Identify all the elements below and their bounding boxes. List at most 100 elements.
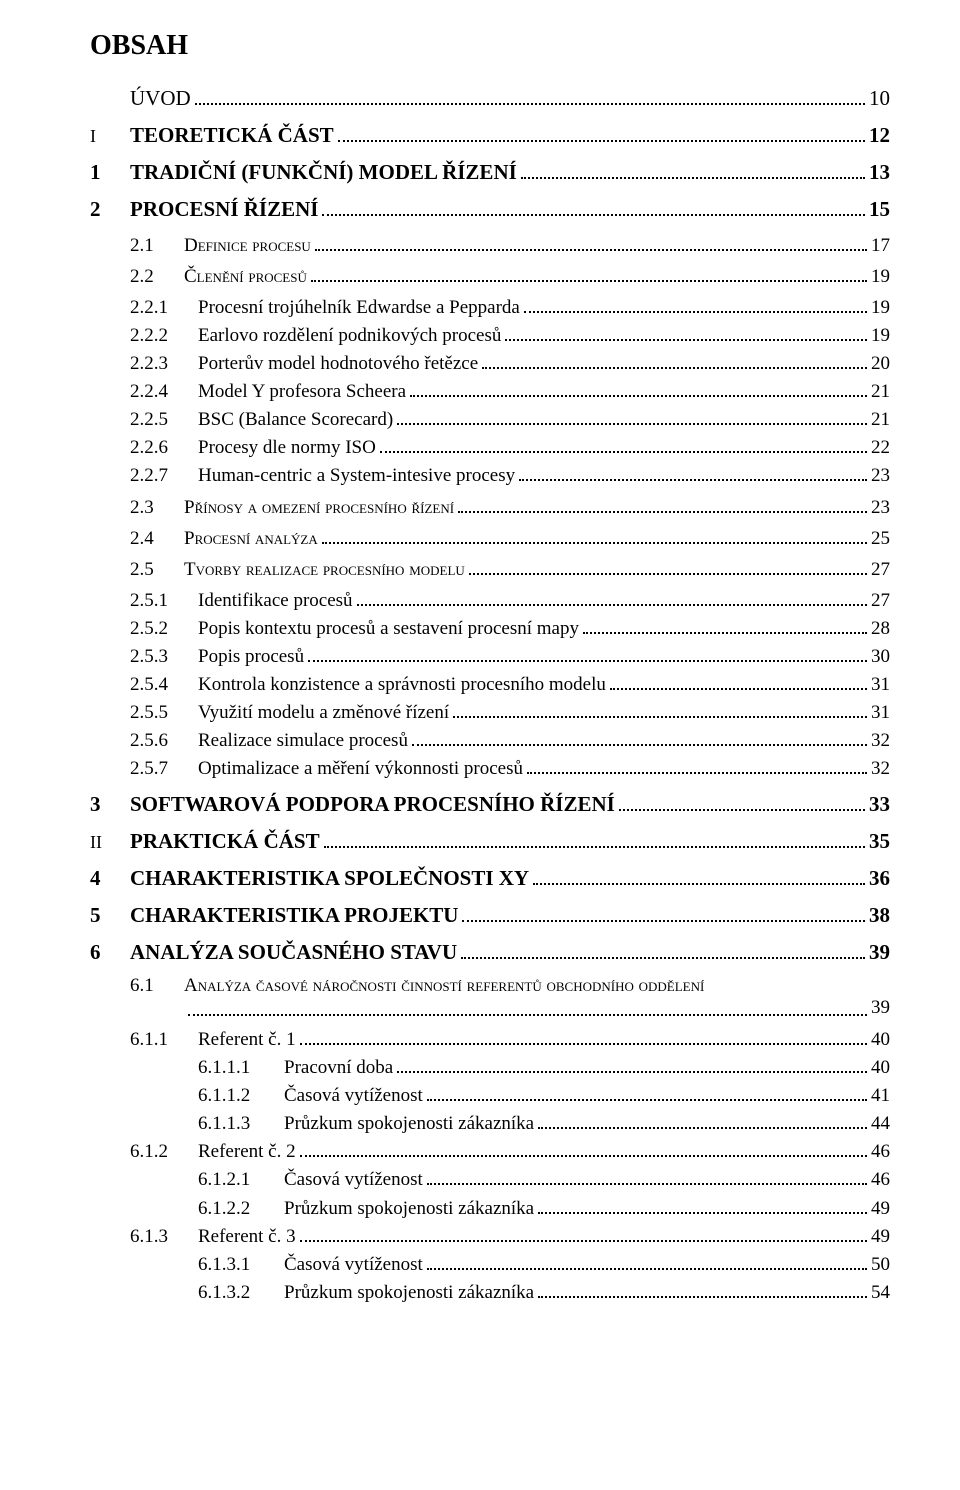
toc-leader-dots — [322, 195, 865, 216]
toc-entry-number: 2.4 — [130, 528, 184, 550]
toc-entry-number: 6.1.2 — [130, 1141, 198, 1163]
toc-entry-label: Referent č. 1 — [198, 1029, 296, 1051]
toc-entry-label: Referent č. 3 — [198, 1226, 296, 1248]
toc-entry-label: Tvorby realizace procesního modelu — [184, 559, 465, 581]
toc-entry-number: 2 — [90, 197, 130, 222]
toc-entry-number: 6.1.1 — [130, 1029, 198, 1051]
toc-leader-dots — [538, 1279, 867, 1298]
toc-entry-page: 19 — [871, 325, 890, 347]
toc-entry-label: ÚVOD — [130, 86, 191, 111]
toc-entry-number: 1 — [90, 160, 130, 185]
toc-leader-dots — [410, 378, 867, 397]
toc-leader-dots — [427, 1082, 867, 1101]
toc-entry-number: 2.2 — [130, 266, 184, 288]
toc-leader-dots — [300, 1138, 867, 1157]
toc-title: OBSAH — [90, 30, 890, 62]
toc-entry-page: 41 — [871, 1085, 890, 1107]
toc-entry-label: Human-centric a System-intesive procesy — [198, 465, 515, 487]
toc-leader-dots — [527, 755, 867, 774]
toc-leader-dots — [308, 643, 867, 662]
toc-entry-label: Popis kontextu procesů a sestavení proce… — [198, 618, 579, 640]
toc-entry-label: Analýza časové náročnosti činností refer… — [184, 975, 704, 997]
toc-entry-number: 2.2.2 — [130, 325, 198, 347]
toc-entry: 2.5.1Identifikace procesů27 — [90, 587, 890, 612]
toc-entry-label: Kontrola konzistence a správnosti proces… — [198, 674, 606, 696]
toc-entry-page: 31 — [871, 702, 890, 724]
toc-entry-label: Členění procesů — [184, 266, 307, 288]
toc-entry-number: II — [90, 832, 130, 853]
toc-leader-dots — [583, 615, 867, 634]
toc-entry-label: SOFTWAROVÁ PODPORA PROCESNÍHO ŘÍZENÍ — [130, 792, 615, 817]
toc-entry-label: PRAKTICKÁ ČÁST — [130, 829, 320, 854]
toc-entry-number: 2.5.7 — [130, 758, 198, 780]
toc-entry-page: 39 — [871, 997, 890, 1020]
toc-container: ÚVOD10ITEORETICKÁ ČÁST121TRADIČNÍ (FUNKČ… — [90, 84, 890, 1304]
toc-leader-dots — [469, 556, 867, 575]
toc-entry: 2.1Definice procesu17 — [90, 232, 890, 257]
toc-entry-number: 2.5 — [130, 559, 184, 581]
toc-entry-label: Popis procesů — [198, 646, 304, 668]
toc-entry: 6.1.1Referent č. 140 — [90, 1026, 890, 1051]
toc-leader-dots — [538, 1110, 867, 1129]
toc-entry-number: 2.2.4 — [130, 381, 198, 403]
toc-entry-label: Přínosy a omezení procesního řízení — [184, 497, 454, 519]
toc-entry-page: 23 — [871, 465, 890, 487]
toc-entry: 2.5.7Optimalizace a měření výkonnosti pr… — [90, 755, 890, 780]
toc-entry: 6.1.1.1Pracovní doba40 — [90, 1054, 890, 1079]
toc-entry-number: 2.2.1 — [130, 297, 198, 319]
toc-entry-label: Procesy dle normy ISO — [198, 437, 376, 459]
toc-entry: 2.2.7Human-centric a System-intesive pro… — [90, 462, 890, 487]
toc-leader-dots — [533, 864, 865, 885]
toc-entry-label: Optimalizace a měření výkonnosti procesů — [198, 758, 523, 780]
toc-entry: 6.1.3Referent č. 349 — [90, 1223, 890, 1248]
toc-entry: IIPRAKTICKÁ ČÁST 35 — [90, 827, 890, 854]
toc-entry-page: 20 — [871, 353, 890, 375]
toc-entry-number: 2.5.5 — [130, 702, 198, 724]
toc-entry-number: 6.1.2.1 — [198, 1169, 284, 1191]
toc-entry-label: Průzkum spokojenosti zákazníka — [284, 1282, 534, 1304]
toc-entry: 2.2.3Porterův model hodnotového řetězce2… — [90, 350, 890, 375]
toc-entry-page: 46 — [871, 1169, 890, 1191]
toc-entry-label: Procesní analýza — [184, 528, 318, 550]
toc-entry-page: 15 — [869, 197, 890, 222]
toc-leader-dots — [188, 997, 867, 1016]
toc-leader-dots — [311, 263, 867, 282]
toc-entry: 2.5.6Realizace simulace procesů32 — [90, 727, 890, 752]
toc-entry-number: 2.5.3 — [130, 646, 198, 668]
toc-entry-page: 50 — [871, 1254, 890, 1276]
toc-entry: ITEORETICKÁ ČÁST12 — [90, 121, 890, 148]
toc-entry-page: 49 — [871, 1198, 890, 1220]
toc-leader-dots — [619, 790, 865, 811]
toc-entry-number: 5 — [90, 903, 130, 928]
toc-entry-page: 21 — [871, 381, 890, 403]
toc-leader-dots — [300, 1223, 867, 1242]
toc-entry-page: 22 — [871, 437, 890, 459]
toc-entry-label: Časová vytíženost — [284, 1254, 423, 1276]
toc-entry-page: 44 — [871, 1113, 890, 1135]
toc-entry-label: Porterův model hodnotového řetězce — [198, 353, 478, 375]
toc-entry-page: 19 — [871, 266, 890, 288]
toc-entry-number: 2.5.4 — [130, 674, 198, 696]
toc-entry-number: I — [90, 126, 130, 147]
toc-entry: 6.1.3.1Časová vytíženost50 — [90, 1251, 890, 1276]
toc-entry-page: 17 — [871, 235, 890, 257]
toc-leader-dots — [462, 901, 865, 922]
toc-entry-label: CHARAKTERISTIKA SPOLEČNOSTI XY — [130, 866, 529, 891]
toc-entry-label: PROCESNÍ ŘÍZENÍ — [130, 197, 318, 222]
toc-entry-page: 23 — [871, 497, 890, 519]
toc-entry-label: Procesní trojúhelník Edwardse a Pepparda — [198, 297, 520, 319]
toc-entry: 2PROCESNÍ ŘÍZENÍ 15 — [90, 195, 890, 222]
toc-leader-dots — [458, 493, 867, 512]
toc-entry-number: 6.1.3.2 — [198, 1282, 284, 1304]
toc-entry: 6.1.3.2Průzkum spokojenosti zákazníka54 — [90, 1279, 890, 1304]
toc-entry: 2.5.2Popis kontextu procesů a sestavení … — [90, 615, 890, 640]
toc-entry-label: ANALÝZA SOUČASNÉHO STAVU — [130, 940, 457, 965]
toc-entry: 6.1.2Referent č. 246 — [90, 1138, 890, 1163]
toc-entry-page: 35 — [869, 829, 890, 854]
toc-entry-label: BSC (Balance Scorecard) — [198, 409, 393, 431]
toc-entry-page: 32 — [871, 730, 890, 752]
toc-entry: 2.5.5Využití modelu a změnové řízení31 — [90, 699, 890, 724]
toc-leader-dots — [412, 727, 867, 746]
toc-entry: 2.2.4Model Y profesora Scheera21 — [90, 378, 890, 403]
toc-entry: 6ANALÝZA SOUČASNÉHO STAVU39 — [90, 938, 890, 965]
